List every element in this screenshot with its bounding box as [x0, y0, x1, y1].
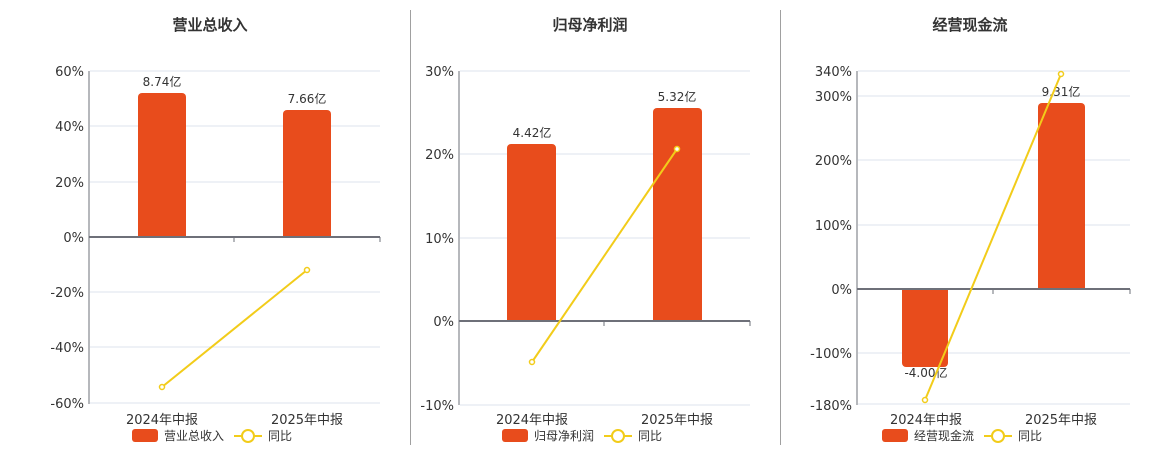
legend-line-label: 同比 — [268, 429, 293, 443]
bar[interactable] — [653, 108, 702, 321]
y-tick: 200% — [815, 154, 852, 169]
legend-bar-label: 营业总收入 — [164, 429, 225, 443]
x-tick: 2024年中报 — [496, 413, 568, 428]
bar-swatch-icon — [502, 429, 528, 442]
x-tick: 2025年中报 — [641, 413, 713, 428]
bar[interactable] — [902, 289, 948, 367]
line-point[interactable] — [528, 358, 536, 366]
line-point[interactable] — [158, 383, 166, 391]
bar-label: 5.32亿 — [658, 89, 697, 104]
legend[interactable]: 营业总收入 同比 — [132, 427, 292, 444]
bar[interactable] — [138, 93, 186, 237]
bar-label: 7.66亿 — [288, 91, 327, 106]
line-circle-icon — [984, 428, 1013, 443]
chart-revenue: 营业总收入 60% 40% 20% 0% -20% -40% -60% — [0, 0, 400, 450]
line-point[interactable] — [921, 396, 929, 404]
legend-bar-label: 归母净利润 — [534, 429, 595, 443]
bar-swatch-icon — [132, 429, 158, 442]
y-tick: 340% — [815, 65, 852, 80]
bar[interactable] — [1038, 103, 1085, 289]
y-tick: 0% — [63, 231, 84, 246]
line-circle-icon — [234, 428, 263, 443]
y-tick: -40% — [50, 341, 84, 356]
y-tick: -10% — [420, 399, 454, 414]
x-tick: 2024年中报 — [890, 413, 962, 428]
line-point[interactable] — [673, 145, 681, 153]
legend-line-label: 同比 — [1018, 429, 1043, 443]
legend-line-label: 同比 — [638, 429, 663, 443]
x-tick: 2025年中报 — [271, 413, 343, 428]
bar-label: 4.42亿 — [513, 125, 552, 140]
legend[interactable]: 归母净利润 同比 — [502, 427, 662, 444]
y-tick: 300% — [815, 90, 852, 105]
y-tick: -180% — [810, 399, 852, 414]
line-circle-icon — [604, 428, 633, 443]
y-tick: 40% — [55, 120, 84, 135]
y-tick: 20% — [425, 148, 454, 163]
line-point[interactable] — [1057, 70, 1065, 78]
chart-net-profit: 归母净利润 30% 20% 10% 0% -10% 4.42亿 — [400, 0, 780, 450]
y-tick: -60% — [50, 397, 84, 412]
bar-label: 8.74亿 — [143, 74, 182, 89]
legend-bar-label: 经营现金流 — [914, 429, 975, 443]
y-tick: 20% — [55, 176, 84, 191]
x-tick: 2025年中报 — [1025, 413, 1097, 428]
chart-title: 归母净利润 — [552, 16, 628, 34]
chart-title: 营业总收入 — [172, 16, 248, 34]
divider — [410, 10, 411, 445]
divider — [780, 10, 781, 445]
y-tick: 0% — [433, 315, 454, 330]
chart-operating-cash-flow: 经营现金流 340% 300% 200% 100% 0% -100% -180% — [780, 0, 1160, 450]
y-tick: 0% — [831, 283, 852, 298]
bar-label: 9.31亿 — [1042, 84, 1081, 99]
chart-plot: 60% 40% 20% 0% -20% -40% -60% 8.74亿 7.66… — [50, 65, 381, 428]
chart-plot: 30% 20% 10% 0% -10% 4.42亿 5.32亿 2024年中报 … — [420, 65, 751, 428]
chart-plot: 340% 300% 200% 100% 0% -100% -180% -4.00… — [810, 65, 1131, 428]
x-tick: 2024年中报 — [126, 413, 198, 428]
y-tick: 60% — [55, 65, 84, 80]
chart-title: 经营现金流 — [932, 16, 1008, 34]
y-tick: -20% — [50, 286, 84, 301]
bar-swatch-icon — [882, 429, 908, 442]
bar-label: -4.00亿 — [904, 365, 947, 380]
bar[interactable] — [507, 144, 556, 321]
line-point[interactable] — [303, 266, 311, 274]
y-tick: -100% — [810, 347, 852, 362]
y-tick: 30% — [425, 65, 454, 80]
legend[interactable]: 经营现金流 同比 — [882, 427, 1042, 444]
y-tick: 10% — [425, 232, 454, 247]
y-tick: 100% — [815, 219, 852, 234]
bar[interactable] — [283, 110, 331, 237]
